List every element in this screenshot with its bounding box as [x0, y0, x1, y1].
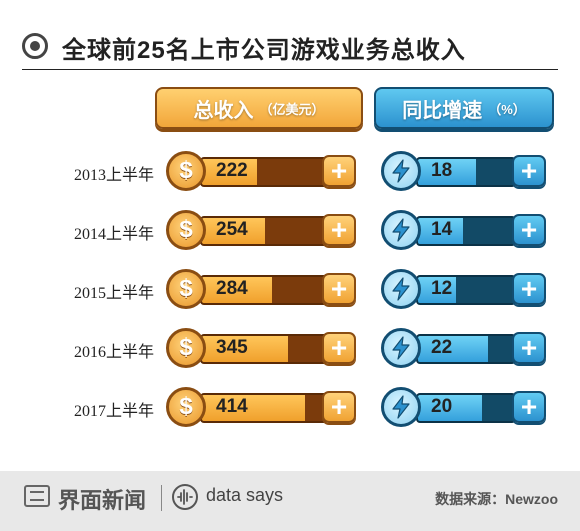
revenue-header: 总收入 （亿美元） [155, 87, 363, 129]
jiemian-logo-icon [24, 485, 50, 507]
revenue-value: 345 [216, 337, 248, 358]
growth-bar [418, 218, 463, 244]
category-label: 2016上半年 [73, 344, 154, 361]
lightning-coin-icon [381, 151, 421, 191]
dollar-coin-icon: $ [166, 328, 206, 368]
growth-value: 22 [431, 337, 453, 358]
growth-bar [418, 395, 482, 421]
revenue-value: 222 [216, 160, 248, 181]
revenue-bar [202, 277, 272, 303]
dollar-coin-icon: $ [166, 151, 206, 191]
title-divider [22, 69, 558, 70]
growth-bar-track [416, 275, 516, 305]
target-icon [22, 33, 48, 59]
plus-icon: + [322, 391, 356, 423]
growth-bar-track [416, 334, 516, 364]
data-row: 2017上半年 414 $ +20 + [0, 385, 580, 431]
lightning-coin-icon [381, 328, 421, 368]
footer-separator [161, 485, 162, 511]
footer: 界面新闻 data says 数据来源：Newzoo [0, 471, 580, 531]
footer-tagline: data says [206, 485, 284, 505]
category-label: 2015上半年 [73, 285, 154, 302]
plus-icon: + [512, 273, 546, 305]
data-row: 2013上半年 222 $ +18 + [0, 149, 580, 195]
dollar-coin-icon: $ [166, 387, 206, 427]
data-row: 2015上半年 284 $ +12 + [0, 267, 580, 313]
revenue-header-label: 总收入 [193, 99, 254, 122]
plus-icon: + [322, 273, 356, 305]
plus-icon: + [512, 391, 546, 423]
revenue-bar [202, 395, 305, 421]
category-label: 2013上半年 [73, 167, 154, 184]
growth-bar [418, 277, 456, 303]
plus-icon: + [322, 332, 356, 364]
revenue-bar [202, 218, 265, 244]
growth-value: 14 [431, 219, 453, 240]
revenue-value: 254 [216, 219, 248, 240]
dollar-coin-icon: $ [166, 269, 206, 309]
plus-icon: + [512, 155, 546, 187]
revenue-bar [202, 336, 288, 362]
lightning-coin-icon [381, 210, 421, 250]
footer-brand: 界面新闻 [58, 488, 147, 513]
lightning-coin-icon [381, 387, 421, 427]
chart-header: 全球前25名上市公司游戏业务总收入 [0, 0, 580, 70]
plus-icon: + [322, 155, 356, 187]
growth-bar [418, 336, 488, 362]
growth-value: 18 [431, 160, 453, 181]
revenue-bar [202, 159, 257, 185]
plus-icon: + [512, 214, 546, 246]
growth-value: 20 [431, 396, 453, 417]
chart-title: 全球前25名上市公司游戏业务总收入 [62, 37, 466, 64]
revenue-bar-track [200, 216, 328, 246]
category-label: 2014上半年 [73, 226, 154, 243]
category-label: 2017上半年 [73, 403, 154, 420]
waveform-icon [172, 484, 198, 510]
data-source: 数据来源：Newzoo [435, 491, 558, 507]
revenue-value: 284 [216, 278, 248, 299]
data-row: 2014上半年 254 $ +14 + [0, 208, 580, 254]
growth-header-label: 同比增速 [402, 99, 483, 122]
plus-icon: + [322, 214, 356, 246]
revenue-bar-track [200, 393, 328, 423]
plus-icon: + [512, 332, 546, 364]
lightning-coin-icon [381, 269, 421, 309]
growth-header: 同比增速 （%） [374, 87, 554, 129]
data-row: 2016上半年 345 $ +22 + [0, 326, 580, 372]
growth-header-unit: （%） [488, 101, 526, 117]
revenue-header-unit: （亿美元） [259, 101, 325, 117]
revenue-value: 414 [216, 396, 248, 417]
growth-value: 12 [431, 278, 453, 299]
revenue-bar-track [200, 334, 328, 364]
dollar-coin-icon: $ [166, 210, 206, 250]
growth-bar [418, 159, 476, 185]
